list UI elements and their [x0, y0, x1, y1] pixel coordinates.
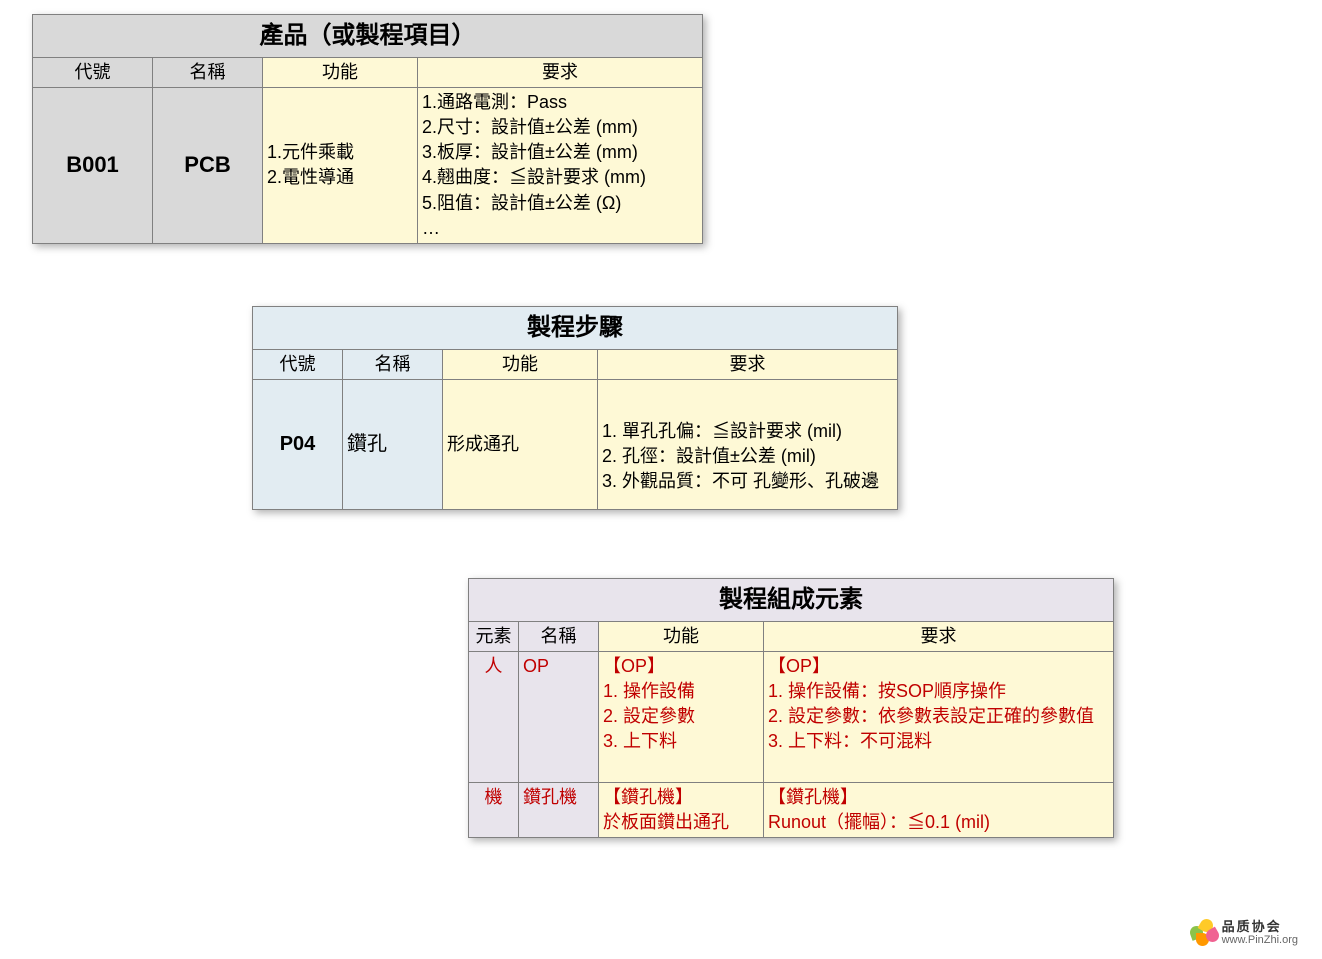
t2-h-req: 要求 — [598, 349, 898, 379]
t1-h-req: 要求 — [418, 57, 703, 87]
table3-title: 製程組成元素 — [469, 579, 1114, 622]
t1-h-code: 代號 — [33, 57, 153, 87]
table-product: 產品（或製程項目） 代號 名稱 功能 要求 B001 PCB 1.元件乘載 2.… — [32, 14, 703, 244]
logo-icon — [1190, 919, 1218, 947]
product-table: 產品（或製程項目） 代號 名稱 功能 要求 B001 PCB 1.元件乘載 2.… — [32, 14, 703, 244]
process-step-table: 製程步驟 代號 名稱 功能 要求 P04 鑽孔 形成通孔 1. 單孔孔偏：≦設計… — [252, 306, 898, 510]
table1-title: 產品（或製程項目） — [33, 15, 703, 58]
t1-h-name: 名稱 — [153, 57, 263, 87]
t1-name: PCB — [153, 87, 263, 243]
t2-h-func: 功能 — [443, 349, 598, 379]
t1-req: 1.通路電測：Pass 2.尺寸：設計值±公差 (mm) 3.板厚：設計值±公差… — [418, 87, 703, 243]
t3-r1-elem: 人 — [469, 651, 519, 782]
t1-h-func: 功能 — [263, 57, 418, 87]
process-element-table: 製程組成元素 元素 名稱 功能 要求 人 OP 【OP】 1. 操作設備 2. … — [468, 578, 1114, 838]
t2-h-code: 代號 — [253, 349, 343, 379]
footer-text: 品质协会 www.PinZhi.org — [1222, 920, 1298, 946]
t3-r2-func: 【鑽孔機】 於板面鑽出通孔 — [599, 782, 764, 837]
t2-name: 鑽孔 — [343, 379, 443, 509]
t2-h-name: 名稱 — [343, 349, 443, 379]
t1-func: 1.元件乘載 2.電性導通 — [263, 87, 418, 243]
t3-h-name: 名稱 — [519, 621, 599, 651]
t3-r2-req: 【鑽孔機】 Runout（擺幅）：≦0.1 (mil) — [764, 782, 1114, 837]
t3-r1-name: OP — [519, 651, 599, 782]
table2-title: 製程步驟 — [253, 307, 898, 350]
t2-req: 1. 單孔孔偏：≦設計要求 (mil) 2. 孔徑：設計值±公差 (mil) 3… — [598, 379, 898, 509]
footer-line2: www.PinZhi.org — [1222, 934, 1298, 946]
table-process-element: 製程組成元素 元素 名稱 功能 要求 人 OP 【OP】 1. 操作設備 2. … — [468, 578, 1114, 838]
footer-line1: 品质协会 — [1222, 920, 1298, 934]
t1-code: B001 — [33, 87, 153, 243]
table-process-step: 製程步驟 代號 名稱 功能 要求 P04 鑽孔 形成通孔 1. 單孔孔偏：≦設計… — [252, 306, 898, 510]
t3-h-elem: 元素 — [469, 621, 519, 651]
t2-code: P04 — [253, 379, 343, 509]
footer-logo: 品质协会 www.PinZhi.org — [1190, 919, 1298, 947]
t3-r1-func: 【OP】 1. 操作設備 2. 設定參數 3. 上下料 — [599, 651, 764, 782]
t3-r1-req: 【OP】 1. 操作設備：按SOP順序操作 2. 設定參數：依參數表設定正確的參… — [764, 651, 1114, 782]
t3-h-func: 功能 — [599, 621, 764, 651]
t2-func: 形成通孔 — [443, 379, 598, 509]
t3-h-req: 要求 — [764, 621, 1114, 651]
t3-r2-elem: 機 — [469, 782, 519, 837]
t3-r2-name: 鑽孔機 — [519, 782, 599, 837]
